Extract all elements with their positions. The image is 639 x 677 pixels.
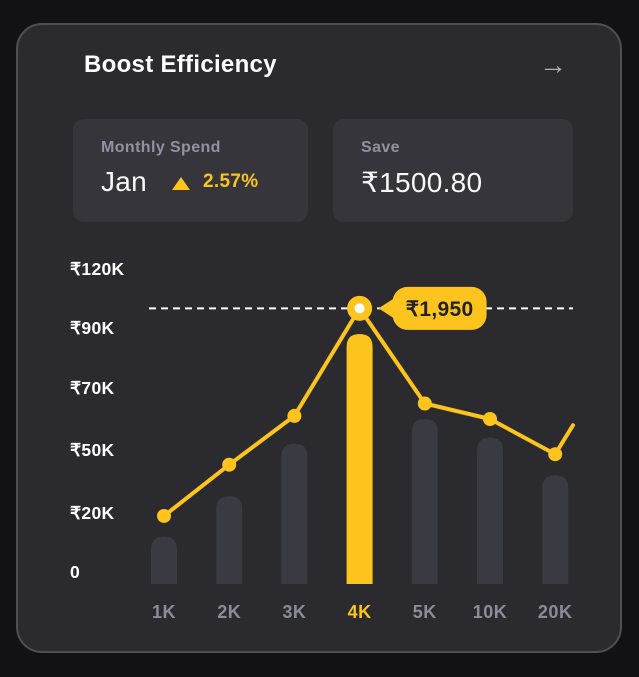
boost-efficiency-card: Boost Efficiency → Monthly Spend Jan 2.5… <box>16 23 622 653</box>
bar-20k[interactable] <box>542 475 569 584</box>
x-axis-label-4k[interactable]: 4K <box>348 602 372 622</box>
bar-10k[interactable] <box>477 437 503 584</box>
monthly-spend-card: Monthly Spend Jan 2.57% <box>73 119 308 222</box>
point-1k[interactable] <box>157 508 171 523</box>
peak-center-dot <box>354 303 365 314</box>
tooltip-bubble <box>392 286 487 330</box>
arrow-right-icon[interactable]: → <box>539 49 567 80</box>
spend-line <box>162 306 575 518</box>
y-axis-label-90k: ₹90K <box>70 318 114 338</box>
x-axis-label-3k[interactable]: 3K <box>282 602 306 622</box>
point-2k[interactable] <box>222 457 237 472</box>
card-title: Boost Efficiency <box>84 51 277 78</box>
x-axis-label-5k[interactable]: 5K <box>413 602 437 622</box>
y-axis-label-50k: ₹50K <box>70 440 114 460</box>
x-axis-label-10k[interactable]: 10K <box>473 602 508 622</box>
y-axis-label-120k: ₹120K <box>70 259 125 279</box>
bar-4k[interactable] <box>346 334 373 584</box>
save-card: Save ₹1500.80 <box>333 119 573 222</box>
x-axis-label-2k[interactable]: 2K <box>217 602 241 622</box>
bar-1k[interactable] <box>151 536 177 584</box>
save-label: Save <box>361 139 400 156</box>
bar-5k[interactable] <box>411 419 438 584</box>
point-20k[interactable] <box>548 447 563 462</box>
y-axis-label-20k: ₹20K <box>70 503 114 523</box>
point-5k[interactable] <box>417 396 432 411</box>
trend-percentage: 2.57% <box>203 171 259 192</box>
triangle-up-icon <box>172 176 191 190</box>
x-axis-label-1k[interactable]: 1K <box>152 602 176 622</box>
point-10k[interactable] <box>483 412 497 426</box>
bar-3k[interactable] <box>281 443 308 584</box>
bar-2k[interactable] <box>216 496 243 584</box>
monthly-spend-label: Monthly Spend <box>101 139 221 156</box>
x-axis-label-20k[interactable]: 20K <box>538 602 573 622</box>
tooltip-pointer <box>378 297 396 320</box>
save-value: ₹1500.80 <box>361 167 483 198</box>
y-axis-label-0k: 0 <box>70 562 80 582</box>
tooltip-value: ₹1,950 <box>406 298 474 321</box>
y-axis-label-70k: ₹70K <box>70 378 114 398</box>
monthly-spend-value: Jan <box>101 166 148 197</box>
point-3k[interactable] <box>287 408 302 423</box>
